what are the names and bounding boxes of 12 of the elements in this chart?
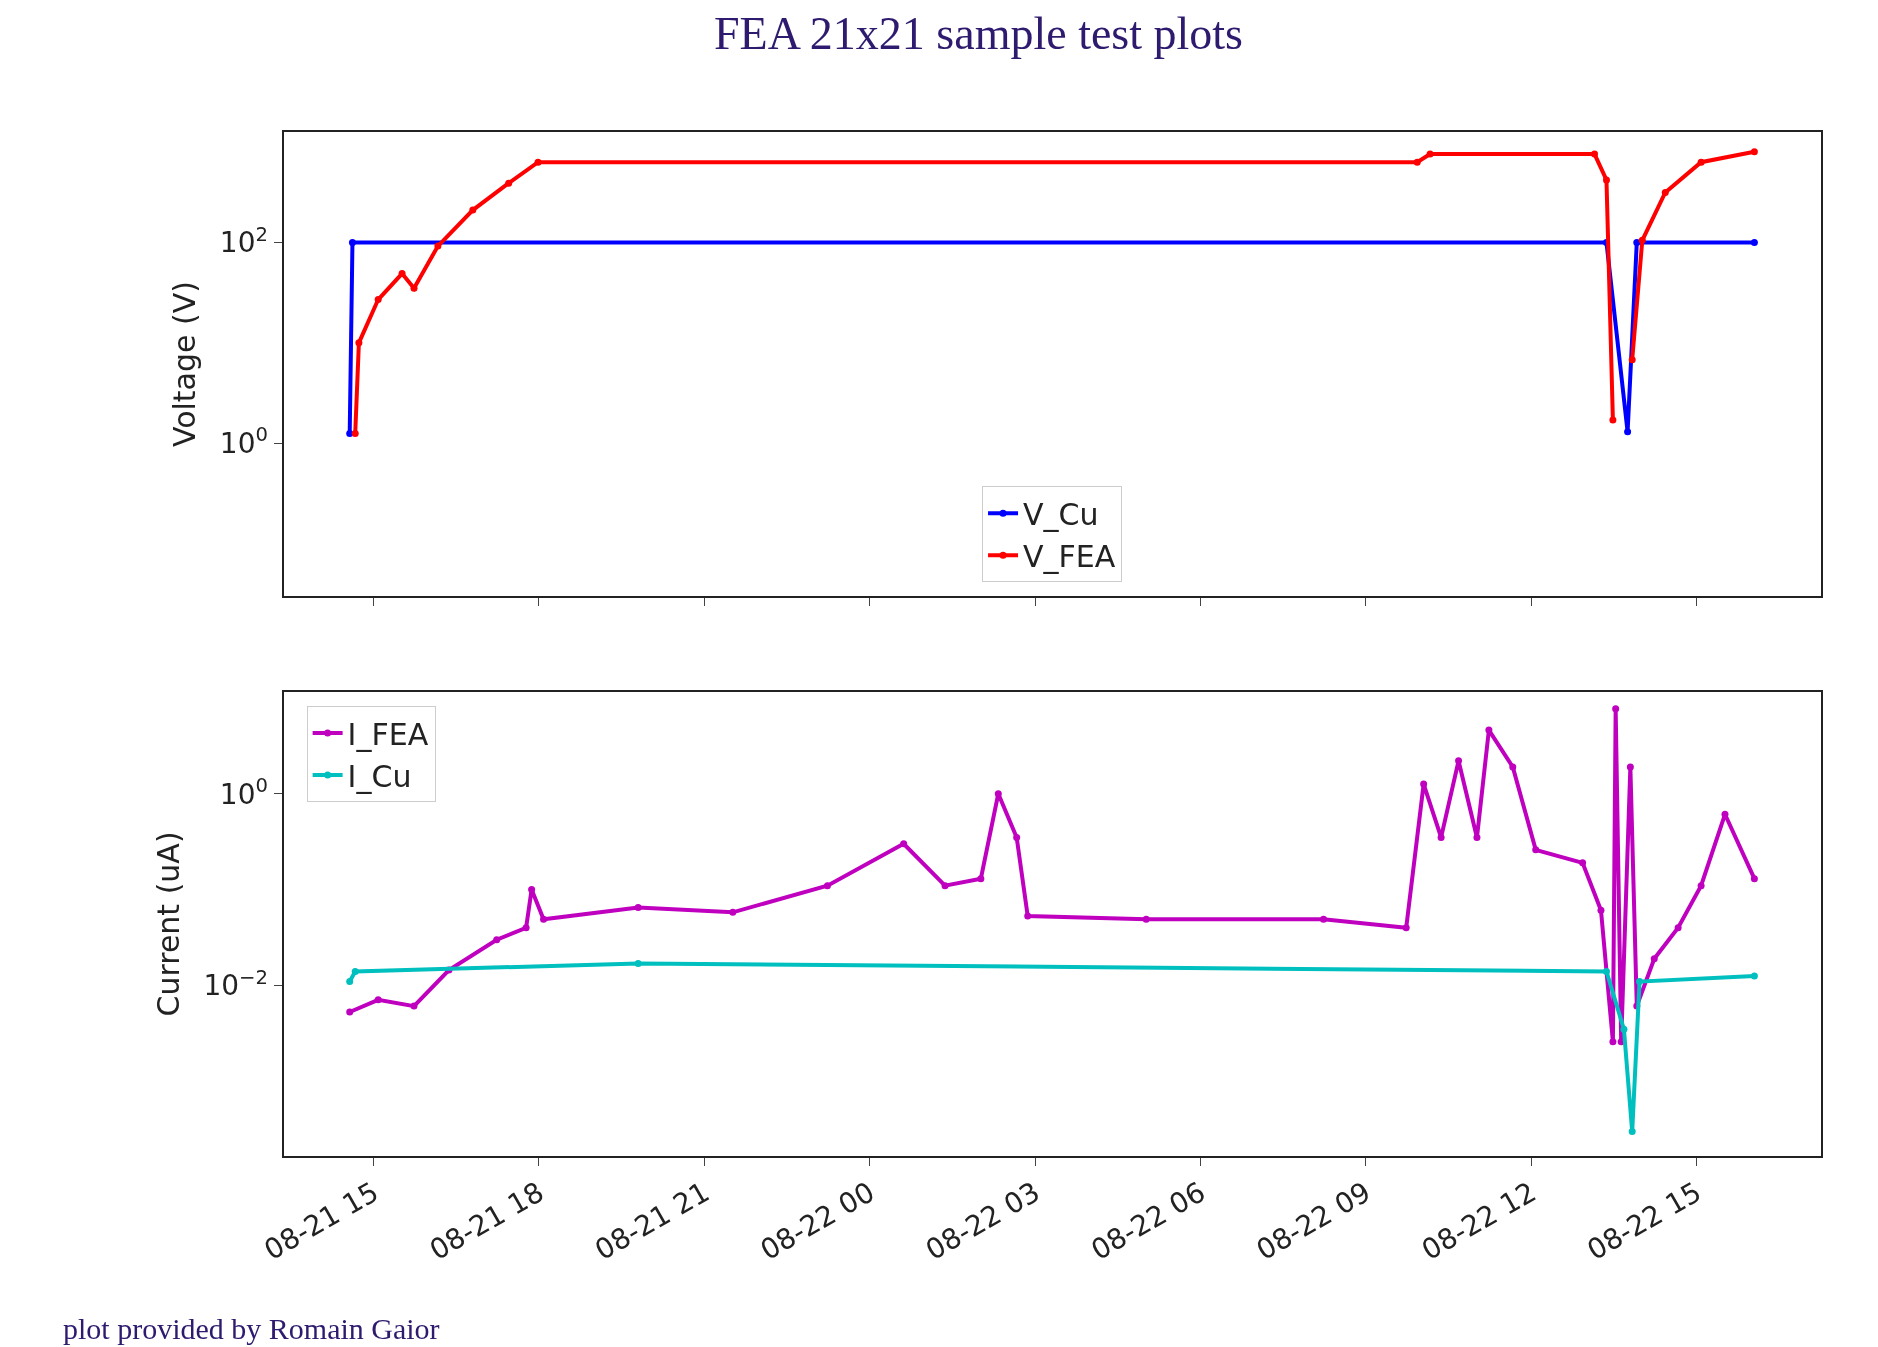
- legend-label: I_Cu: [347, 758, 412, 794]
- y-tick-label: 10$^{−2}$: [203, 965, 268, 1003]
- y-tick-label: 10$^{0}$: [219, 423, 268, 460]
- legend-label: V_FEA: [1023, 538, 1116, 574]
- text: plot provided by Romain Gaior: [63, 1312, 440, 1345]
- legend-label: I_FEA: [347, 716, 429, 752]
- y-axis-title: Current (uA): [150, 831, 186, 1017]
- legend-label: V_Cu: [1023, 496, 1099, 532]
- y-tick-label: 10$^{0}$: [219, 773, 268, 811]
- chart-title: FEA 21x21 sample test plots: [714, 8, 1243, 59]
- y-axis-title: Voltage (V): [167, 281, 203, 448]
- y-tick-label: 10$^{2}$: [219, 222, 268, 260]
